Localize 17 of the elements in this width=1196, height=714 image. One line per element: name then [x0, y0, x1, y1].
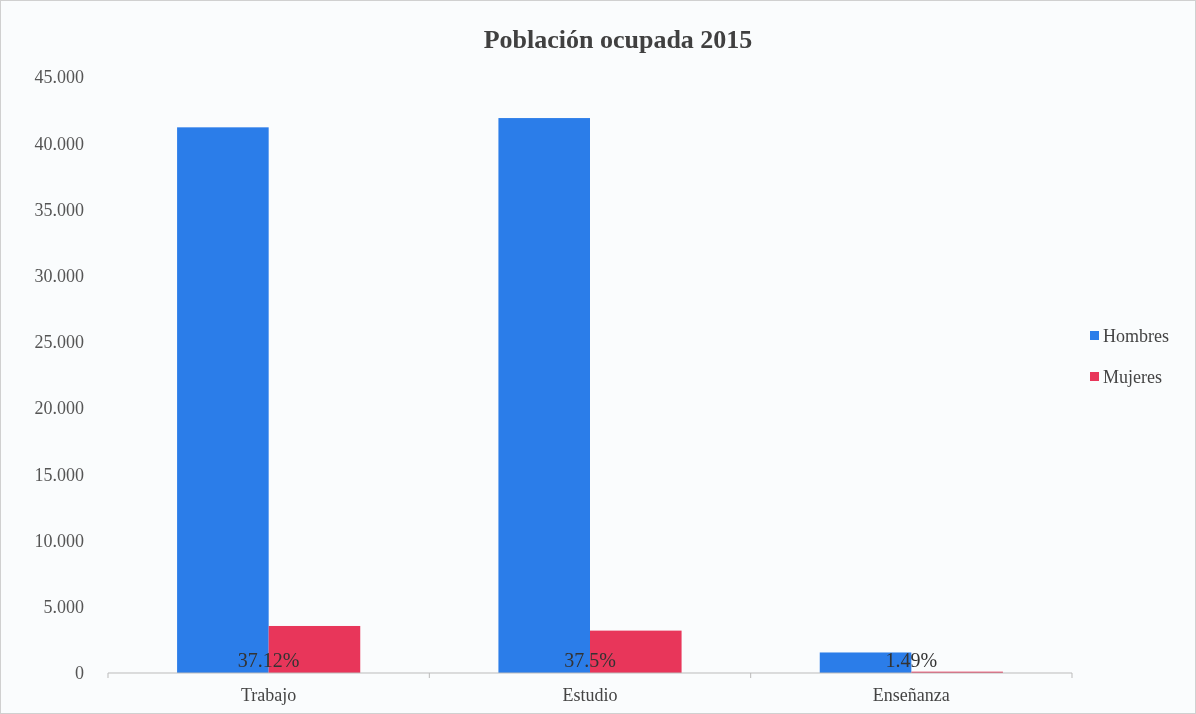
y-tick-label: 5.000 — [43, 597, 84, 618]
y-tick-label: 45.000 — [34, 67, 84, 88]
legend-label: Hombres — [1103, 326, 1169, 347]
y-tick-label: 20.000 — [34, 398, 84, 419]
y-tick-label: 0 — [75, 663, 84, 684]
y-tick-label: 25.000 — [34, 332, 84, 353]
y-tick-label: 30.000 — [34, 265, 84, 286]
x-tick-label: Estudio — [562, 685, 618, 705]
y-tick-label: 15.000 — [34, 464, 84, 485]
y-tick-label: 40.000 — [34, 133, 84, 154]
x-tick-label: Trabajo — [240, 685, 297, 705]
chart-title: Población ocupada 2015 — [483, 25, 753, 54]
x-tick-label: Enseñanza — [872, 685, 950, 705]
annotation: 37.12% — [237, 648, 300, 671]
y-tick-label: 10.000 — [34, 530, 84, 551]
legend-label: Mujeres — [1103, 367, 1162, 388]
y-tick-label: 35.000 — [34, 199, 84, 220]
